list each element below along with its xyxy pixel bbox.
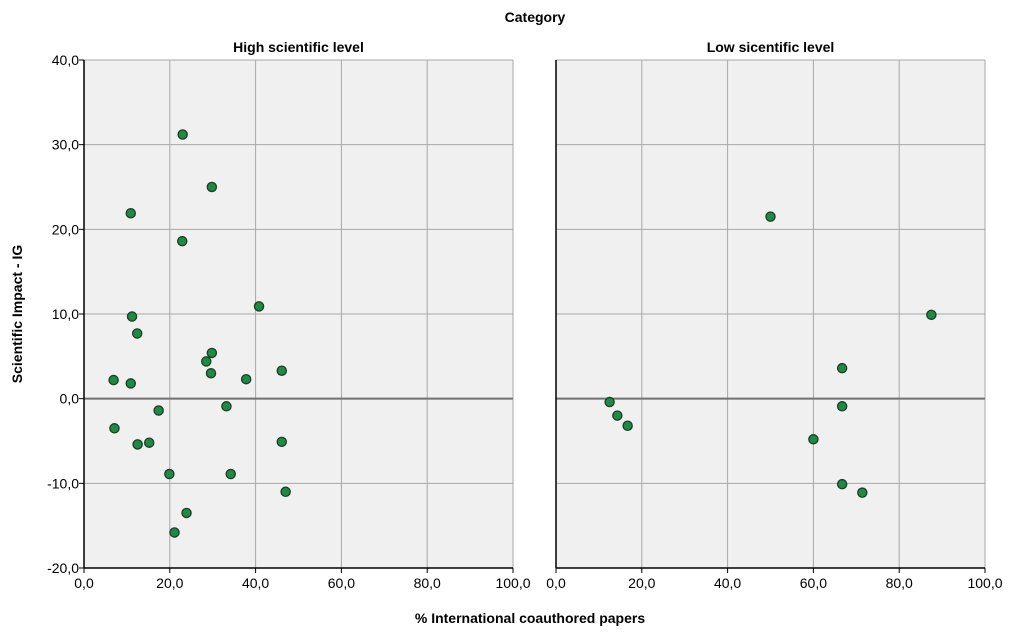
x-tick-label: 0,0 bbox=[546, 575, 566, 591]
data-point bbox=[126, 311, 138, 322]
data-point bbox=[201, 356, 212, 367]
data-point bbox=[857, 487, 868, 498]
data-point bbox=[125, 207, 137, 219]
data-point bbox=[131, 328, 143, 339]
panel-title: Low sicentific level bbox=[707, 39, 835, 55]
panel-1: 0,0 20,0 40,0 60,0 80,0 100,0 -20,0 -10,0 0,0 10,… bbox=[47, 39, 531, 591]
data-point bbox=[177, 129, 188, 140]
data-point bbox=[836, 401, 848, 412]
data-point bbox=[926, 309, 937, 321]
x-tick-label: 60,0 bbox=[328, 575, 355, 591]
x-tick-label: 100,0 bbox=[967, 575, 1002, 591]
data-point bbox=[176, 235, 188, 247]
data-point bbox=[169, 527, 180, 538]
data-point bbox=[206, 181, 218, 193]
data-point bbox=[808, 434, 819, 445]
data-point bbox=[125, 378, 137, 389]
data-point bbox=[109, 423, 120, 434]
y-tick-label: 20,0 bbox=[52, 221, 79, 237]
data-point bbox=[225, 468, 236, 480]
data-point bbox=[181, 507, 192, 519]
data-point bbox=[221, 401, 232, 412]
x-tick-label: 40,0 bbox=[242, 575, 269, 591]
x-tick-label: 40,0 bbox=[714, 575, 741, 591]
chart-panels: 0,0 20,0 40,0 60,0 80,0 100,0 -20,0 -10,0 0,0 10,… bbox=[47, 39, 1003, 591]
y-tick-label: 30,0 bbox=[52, 137, 79, 153]
y-tick-label: 40,0 bbox=[52, 52, 79, 68]
data-point bbox=[836, 478, 848, 490]
y-tick-label: -20,0 bbox=[47, 560, 79, 576]
data-point bbox=[765, 211, 776, 222]
y-tick-label: 0,0 bbox=[60, 391, 80, 407]
x-tick-label: 20,0 bbox=[156, 575, 183, 591]
y-tick-label: -10,0 bbox=[47, 475, 79, 491]
data-point bbox=[164, 468, 175, 480]
data-point bbox=[836, 362, 848, 374]
x-tick-label: 0,0 bbox=[74, 575, 94, 591]
data-point bbox=[153, 405, 164, 416]
data-point bbox=[280, 486, 291, 498]
y-tick-label: 10,0 bbox=[52, 306, 79, 322]
x-axis-label: % International coauthored papers bbox=[415, 610, 645, 626]
x-tick-label: 80,0 bbox=[414, 575, 441, 591]
x-tick-label: 80,0 bbox=[886, 575, 913, 591]
data-point bbox=[108, 374, 119, 386]
data-point bbox=[253, 301, 265, 312]
data-point bbox=[143, 437, 155, 448]
panel-title: High scientific level bbox=[233, 39, 364, 55]
data-point bbox=[240, 373, 252, 385]
data-point bbox=[206, 347, 218, 359]
y-axis-label: Scientific Impact - IG bbox=[9, 245, 25, 384]
data-point bbox=[276, 365, 288, 376]
x-tick-label: 20,0 bbox=[628, 575, 655, 591]
data-point bbox=[132, 439, 143, 450]
x-tick-label: 60,0 bbox=[800, 575, 827, 591]
chart-title: Category bbox=[505, 9, 566, 25]
data-point bbox=[276, 436, 288, 448]
panel-2: 0,0 20,0 40,0 60,0 80,0 100,0 Low sicentific l… bbox=[546, 39, 1002, 591]
data-point bbox=[604, 396, 615, 408]
data-point bbox=[612, 410, 623, 421]
data-point bbox=[205, 368, 217, 379]
data-point bbox=[622, 420, 633, 432]
x-tick-label: 100,0 bbox=[495, 575, 530, 591]
